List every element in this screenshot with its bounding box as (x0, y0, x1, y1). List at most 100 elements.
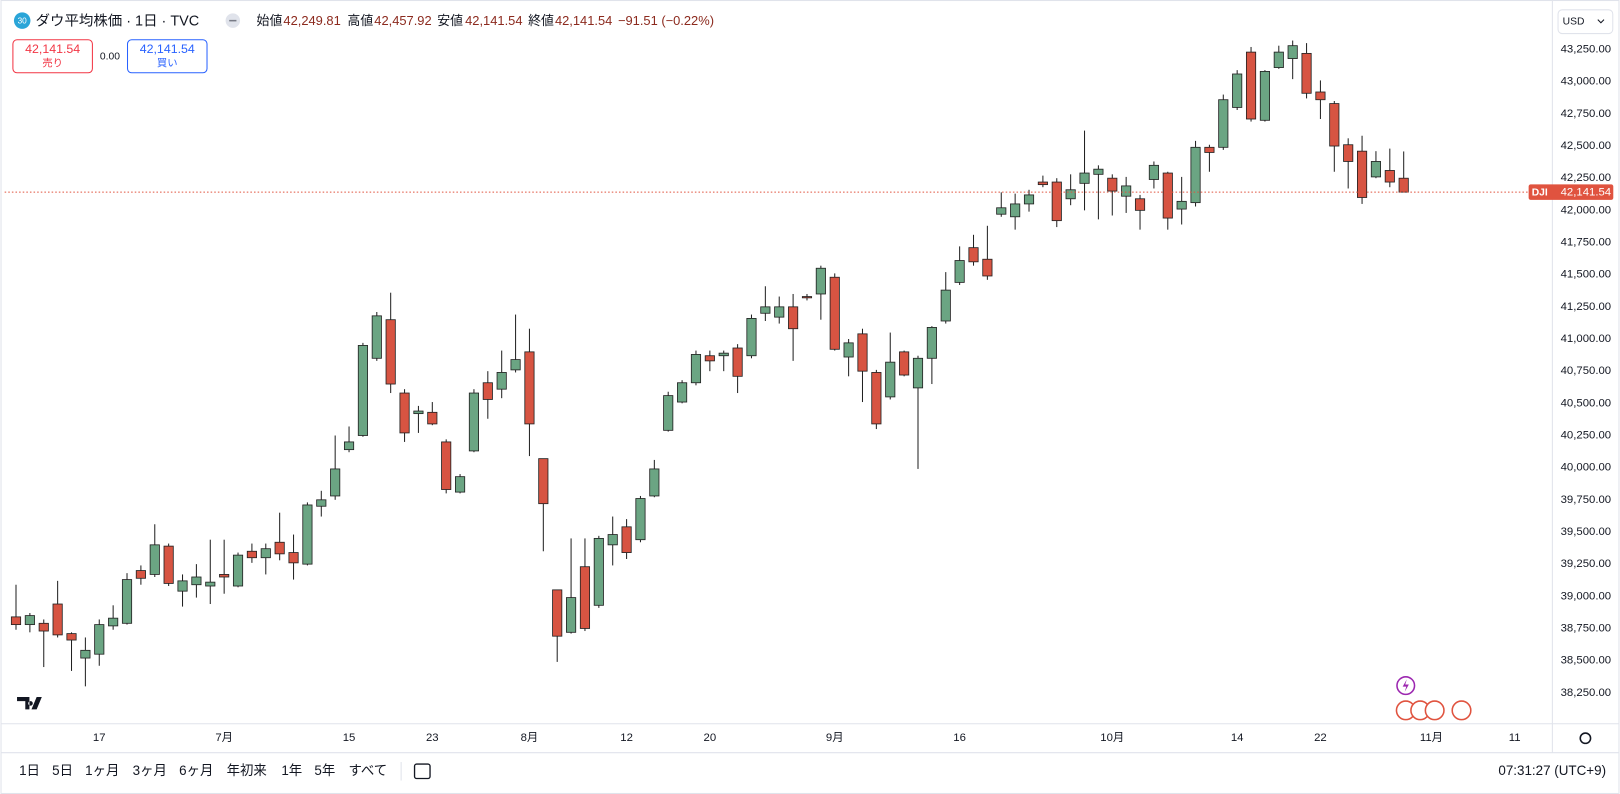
range-button[interactable]: 1年 (281, 763, 302, 778)
candle-body (80, 649, 91, 659)
candle-body (121, 579, 133, 624)
candle-body (52, 603, 63, 636)
y-tick-label: 39,250.00 (1561, 558, 1611, 570)
candle-body (968, 247, 979, 263)
spread: 0.00 (100, 52, 120, 63)
candle-body (24, 615, 35, 626)
symbol-badge-text: 30 (18, 16, 28, 25)
currency-button[interactable] (1557, 9, 1614, 35)
ohlc-label: 終値 (528, 13, 554, 28)
candle-body (260, 548, 271, 559)
range-button[interactable]: 1ヶ月 (85, 763, 119, 778)
candle-body (177, 580, 188, 592)
candle-body (524, 351, 535, 425)
symbol-title[interactable]: ダウ平均株価 · 1日 · TVC (36, 12, 200, 29)
x-tick-label: 11 (1509, 732, 1521, 744)
ohlc-value: 42,141.54 (555, 13, 612, 28)
candle-body (274, 541, 285, 555)
event-bolt (1402, 679, 1409, 692)
candle-body (552, 589, 563, 637)
range-button[interactable]: 6ヶ月 (179, 763, 213, 778)
candle-body (288, 552, 299, 564)
candle-body (1176, 200, 1187, 210)
last-price-tag (1528, 184, 1614, 200)
candle-body (66, 633, 77, 641)
candle-body (593, 537, 604, 606)
candle-body (482, 382, 493, 400)
candle-body (1287, 45, 1298, 59)
candle-body (1065, 189, 1076, 200)
candle-body (1051, 181, 1062, 222)
candle-body (732, 347, 743, 377)
candle-body (1037, 181, 1048, 186)
y-tick-label: 42,750.00 (1561, 108, 1611, 120)
candle-body (1343, 144, 1354, 162)
candle-body (899, 351, 910, 376)
calendar-icon[interactable] (413, 763, 431, 780)
x-tick-label: 11月 (1420, 732, 1443, 744)
candle-body (149, 544, 160, 575)
range-button[interactable]: 3ヶ月 (133, 763, 167, 778)
sell-price: 42,141.54 (25, 42, 80, 56)
candle-body (801, 296, 813, 299)
candle-body (566, 597, 577, 633)
candle-body (843, 342, 854, 358)
candle-body (232, 554, 244, 587)
range-button[interactable]: 年初来 (227, 763, 267, 778)
settings-icon[interactable] (1579, 732, 1592, 745)
candle-body (774, 306, 785, 318)
x-tick-label: 23 (426, 732, 439, 744)
candle-body (788, 306, 799, 330)
candle-body (94, 624, 105, 655)
sell-button[interactable] (12, 39, 93, 74)
candle-body (330, 468, 341, 497)
event-flag[interactable] (1451, 700, 1472, 721)
candle-body (1384, 170, 1395, 183)
buy-button[interactable] (126, 39, 208, 74)
candle-body (926, 327, 937, 359)
candle-body (718, 352, 729, 357)
candle-body (996, 207, 1007, 215)
y-tick-label: 41,750.00 (1561, 237, 1611, 249)
candle-body (677, 382, 688, 403)
candle-body (1107, 177, 1118, 192)
y-tick-label: 40,250.00 (1561, 429, 1611, 441)
candle-body (1010, 203, 1021, 218)
candle-body (1301, 52, 1312, 94)
y-tick-label: 38,750.00 (1561, 622, 1611, 634)
y-tick-label: 41,000.00 (1561, 333, 1611, 345)
ohlc-label: 高値 (347, 13, 373, 28)
candle-body (621, 526, 632, 553)
y-tick-label: 38,250.00 (1561, 687, 1611, 699)
y-tick-label: 40,750.00 (1561, 365, 1611, 377)
x-tick-label: 7月 (215, 732, 233, 744)
ohlc-label: 安値 (437, 13, 463, 28)
candle-body (1079, 172, 1090, 184)
candle-body (1245, 51, 1257, 120)
candle-body (385, 319, 396, 385)
candle-body (1273, 51, 1284, 68)
candle-body (1162, 172, 1173, 219)
range-button[interactable]: 1日 (19, 763, 40, 778)
x-tick-label: 15 (343, 732, 356, 744)
sell-label: 売り (42, 57, 63, 70)
range-button[interactable]: すべて (348, 763, 387, 778)
y-tick-label: 39,500.00 (1561, 526, 1611, 538)
candle-body (371, 315, 382, 359)
candle-body (219, 574, 230, 578)
logo[interactable] (17, 696, 42, 710)
candle-body (191, 576, 202, 586)
ohlc-value: 42,457.92 (374, 13, 431, 28)
range-button[interactable]: 5年 (314, 763, 335, 778)
candle-body (1329, 103, 1340, 147)
candle-body (871, 372, 882, 425)
candle-body (427, 411, 438, 425)
currency: USD (1563, 16, 1585, 27)
candle-body (246, 550, 257, 559)
range-button[interactable]: 5日 (52, 763, 73, 778)
last-price-symbol: DJI (1532, 187, 1548, 198)
event-flag[interactable] (1424, 700, 1445, 721)
ohlc-label: 始値 (257, 13, 283, 28)
candle-body (1315, 91, 1326, 101)
ohlc-value: 42,249.81 (283, 13, 340, 28)
